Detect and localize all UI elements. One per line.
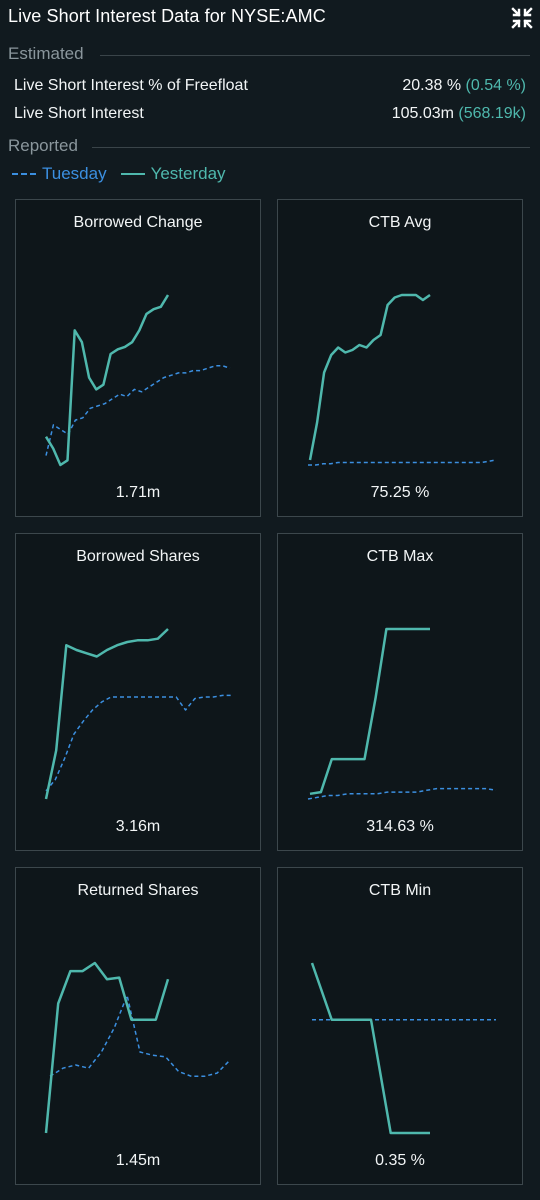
freefloat-change: (0.54 %) — [465, 77, 526, 94]
card-title: Returned Shares — [77, 882, 199, 899]
series-line-yesterday — [309, 627, 430, 796]
chart-legend: Tuesday Yesterday — [12, 163, 240, 185]
series-line-tuesday — [308, 459, 497, 466]
widget-header: Live Short Interest Data for NYSE:AMC — [0, 0, 540, 36]
card-value: 314.63 % — [366, 818, 434, 835]
legend-yesterday-label: Yesterday — [150, 164, 226, 183]
reported-section-label: Reported — [8, 136, 78, 155]
chart-ctb-avg — [308, 293, 497, 466]
freefloat-value-text: 20.38 % — [402, 77, 462, 94]
card-title: CTB Avg — [368, 214, 432, 231]
short-interest-value: 105.03m (568.19k) — [392, 105, 526, 123]
card-title: Borrowed Shares — [76, 548, 200, 565]
chart-ctb-min — [310, 962, 496, 1135]
card-value: 1.71m — [115, 484, 161, 501]
series-line-yesterday — [310, 962, 430, 1135]
card-ctb-max[interactable]: CTB Max 314.63 % — [277, 533, 523, 851]
series-line-tuesday — [45, 365, 231, 456]
card-returned-shares[interactable]: Returned Shares 1.45m — [15, 867, 261, 1185]
card-ctb-avg[interactable]: CTB Avg 75.25 % — [277, 199, 523, 517]
chart-borrowed-shares — [44, 628, 232, 800]
short-interest-value-text: 105.03m — [391, 105, 454, 122]
widget-title: Live Short Interest Data for NYSE:AMC — [8, 6, 326, 26]
chart-returned-shares — [44, 961, 231, 1134]
series-line-yesterday — [44, 961, 170, 1134]
legend-tuesday[interactable]: Tuesday — [12, 164, 107, 184]
series-line-yesterday — [308, 293, 431, 461]
card-value: 75.25 % — [370, 484, 430, 501]
reported-divider — [92, 147, 530, 148]
card-borrowed-change[interactable]: Borrowed Change 1.71m — [15, 199, 261, 517]
legend-yesterday[interactable]: Yesterday — [120, 164, 226, 184]
card-value: 1.45m — [115, 1152, 161, 1169]
legend-tuesday-swatch — [12, 173, 36, 175]
series-line-yesterday — [44, 628, 169, 800]
card-borrowed-shares[interactable]: Borrowed Shares 3.16m — [15, 533, 261, 851]
freefloat-label: Live Short Interest % of Freefloat — [14, 77, 248, 94]
series-line-yesterday — [44, 294, 170, 467]
estimated-divider — [100, 55, 530, 56]
short-interest-label: Live Short Interest — [14, 105, 144, 122]
estimated-section-label: Estimated — [8, 44, 84, 63]
chart-ctb-max — [307, 627, 497, 800]
card-ctb-min[interactable]: CTB Min 0.35 % — [277, 867, 523, 1185]
card-title: Borrowed Change — [73, 214, 203, 231]
card-title: CTB Min — [368, 882, 432, 899]
chart-borrowed-change — [44, 294, 231, 467]
card-title: CTB Max — [366, 548, 434, 565]
legend-yesterday-swatch — [120, 173, 145, 175]
series-line-tuesday — [49, 994, 231, 1078]
legend-tuesday-label: Tuesday — [42, 164, 107, 183]
collapse-arrows-icon[interactable] — [510, 6, 534, 30]
short-interest-change: (568.19k) — [458, 105, 526, 122]
freefloat-value: 20.38 % (0.54 %) — [402, 77, 526, 95]
card-value: 3.16m — [115, 818, 161, 835]
series-line-tuesday — [307, 787, 497, 800]
series-line-tuesday — [45, 694, 232, 792]
card-value: 0.35 % — [375, 1152, 425, 1169]
